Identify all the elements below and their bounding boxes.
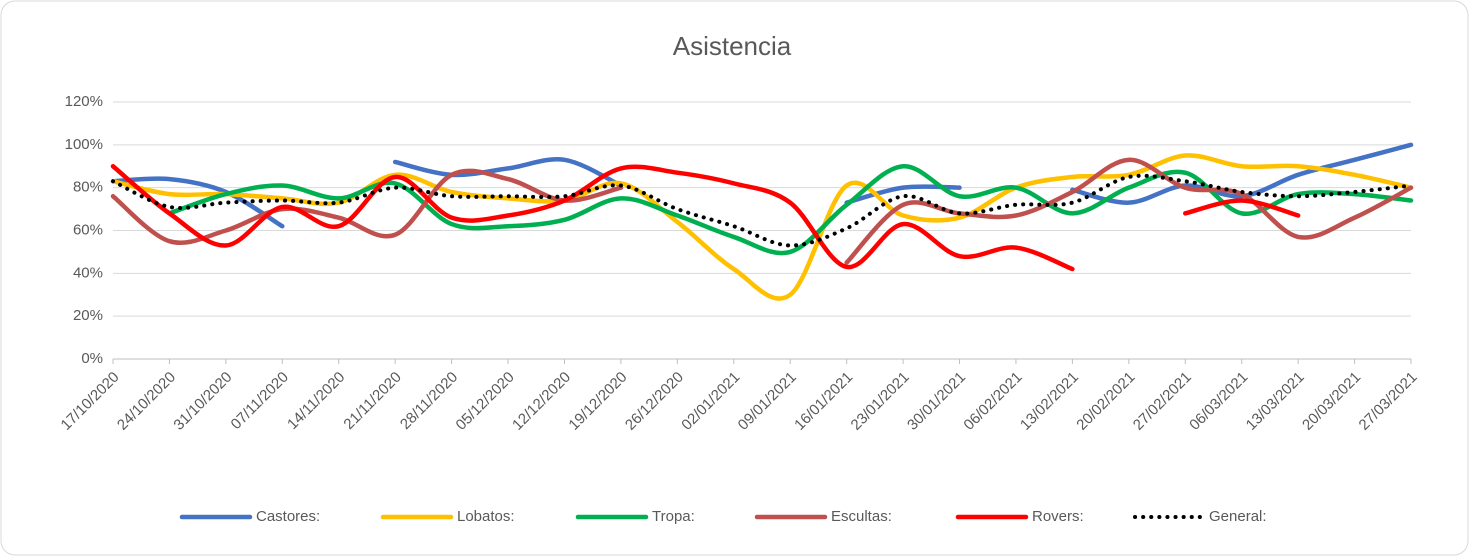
legend-label: Castores:	[256, 508, 320, 525]
series-line	[110, 153, 1414, 301]
legend-label: Tropa:	[652, 508, 695, 525]
series-line	[110, 142, 1414, 229]
y-tick-label: 40%	[73, 264, 103, 281]
y-tick-label: 120%	[65, 93, 103, 110]
legend-label: Escultas:	[831, 508, 892, 525]
y-tick-label: 100%	[65, 136, 103, 153]
y-tick-label: 0%	[81, 350, 103, 367]
legend-label: Lobatos:	[457, 508, 515, 525]
legend-label: General:	[1209, 508, 1267, 525]
y-tick-label: 80%	[73, 179, 103, 196]
legend-label: Rovers:	[1032, 508, 1084, 525]
series-line	[111, 173, 1413, 248]
y-tick-label: 20%	[73, 307, 103, 324]
series-line	[110, 164, 1301, 272]
chart-title: Asistencia	[673, 31, 792, 61]
y-tick-label: 60%	[73, 221, 103, 238]
